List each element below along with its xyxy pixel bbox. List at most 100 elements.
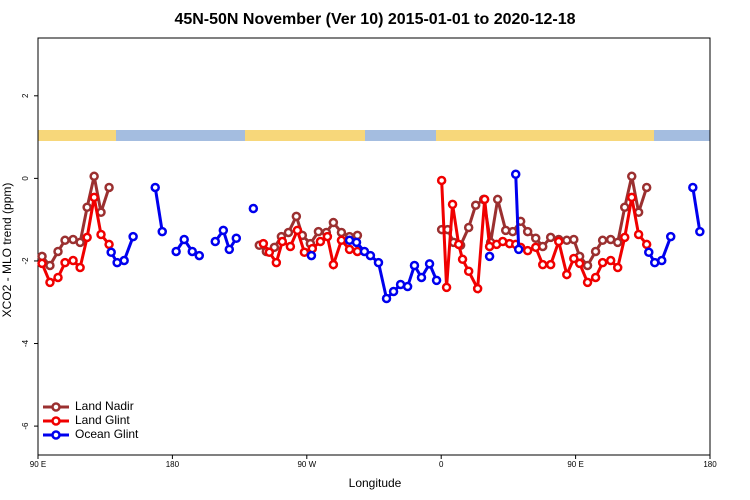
data-point <box>271 257 282 268</box>
data-point <box>106 247 116 258</box>
data-point <box>157 226 167 237</box>
data-point <box>248 203 259 214</box>
series-line <box>214 227 238 253</box>
data-point <box>75 262 85 273</box>
y-tick-label: 0 <box>21 176 30 181</box>
data-point <box>569 234 579 245</box>
data-point <box>522 226 533 237</box>
land-band <box>245 130 365 141</box>
y-tick-label: -2 <box>21 257 30 265</box>
data-point <box>619 202 630 213</box>
data-point <box>522 245 533 256</box>
data-point <box>218 225 229 236</box>
data-point <box>641 239 652 250</box>
data-point <box>695 226 705 237</box>
data-point <box>513 244 524 255</box>
x-tick-label: 90 E <box>30 460 46 469</box>
y-tick-label: 2 <box>21 93 30 98</box>
ocean-band <box>38 130 710 141</box>
data-point <box>45 260 55 271</box>
data-point <box>431 275 442 286</box>
x-tick-label: 180 <box>703 460 717 469</box>
legend-marker <box>51 430 61 440</box>
x-tick-label: 90 E <box>567 460 583 469</box>
data-point <box>171 246 181 257</box>
data-point <box>104 239 114 250</box>
x-tick-label: 0 <box>439 460 444 469</box>
data-point <box>96 229 106 240</box>
data-point <box>344 244 355 255</box>
data-point <box>457 254 468 265</box>
data-point <box>665 231 676 242</box>
map-strip <box>38 130 710 141</box>
data-point <box>537 259 548 270</box>
data-point <box>626 171 637 182</box>
data-point <box>619 232 630 243</box>
data-point <box>510 169 521 179</box>
data-point <box>657 255 667 266</box>
data-point <box>479 194 490 205</box>
data-point <box>463 266 474 277</box>
data-point <box>553 236 564 247</box>
data-point <box>53 272 63 283</box>
data-point <box>328 259 339 270</box>
data-point <box>89 171 99 182</box>
data-point <box>545 232 556 243</box>
x-tick-label: 180 <box>166 460 180 469</box>
data-point <box>365 250 376 261</box>
data-point <box>82 202 92 213</box>
y-axis-label: XCO2 - MLO trend (ppm) <box>0 183 14 318</box>
legend-label: Ocean Glint <box>75 427 139 441</box>
data-point <box>75 237 85 248</box>
data-point <box>194 250 205 261</box>
land-band <box>436 130 654 141</box>
y-tick-label: -4 <box>21 339 30 347</box>
data-point <box>470 200 481 210</box>
legend-marker <box>51 402 61 412</box>
data-point <box>463 222 474 233</box>
legend-marker <box>51 416 61 426</box>
data-point <box>336 235 347 246</box>
x-tick-label: 90 W <box>297 460 316 469</box>
data-point <box>590 246 601 257</box>
data-point <box>388 286 399 297</box>
series-line <box>514 174 521 250</box>
data-point <box>484 251 495 262</box>
data-point <box>315 236 326 247</box>
data-point <box>582 260 593 271</box>
data-point <box>574 258 585 269</box>
data-point <box>45 277 55 288</box>
data-point <box>641 182 652 193</box>
series-line <box>691 187 702 232</box>
data-point <box>409 260 420 271</box>
data-point <box>224 244 235 255</box>
data-point <box>231 233 242 243</box>
data-point <box>507 226 518 237</box>
series-line <box>153 187 164 232</box>
data-point <box>291 211 302 222</box>
data-point <box>37 258 47 269</box>
data-point <box>336 227 347 238</box>
data-point <box>424 259 435 269</box>
data-point <box>597 235 608 246</box>
legend-label: Land Glint <box>75 413 130 427</box>
data-point <box>416 272 427 283</box>
data-point <box>582 277 593 288</box>
data-point <box>447 199 458 210</box>
data-point <box>359 246 370 257</box>
chart-title: 45N-50N November (Ver 10) 2015-01-01 to … <box>174 11 575 28</box>
legend-label: Land Nadir <box>75 399 134 413</box>
data-point <box>128 231 138 242</box>
data-point <box>626 192 637 203</box>
y-tick-label: -6 <box>21 422 30 430</box>
data-point <box>562 269 572 280</box>
data-point <box>258 238 269 249</box>
data-point <box>351 237 362 248</box>
data-point <box>60 257 70 268</box>
data-point <box>492 194 503 205</box>
data-point <box>328 217 339 228</box>
data-point <box>283 227 294 238</box>
plot-frame <box>37 37 711 456</box>
data-point <box>292 225 303 236</box>
